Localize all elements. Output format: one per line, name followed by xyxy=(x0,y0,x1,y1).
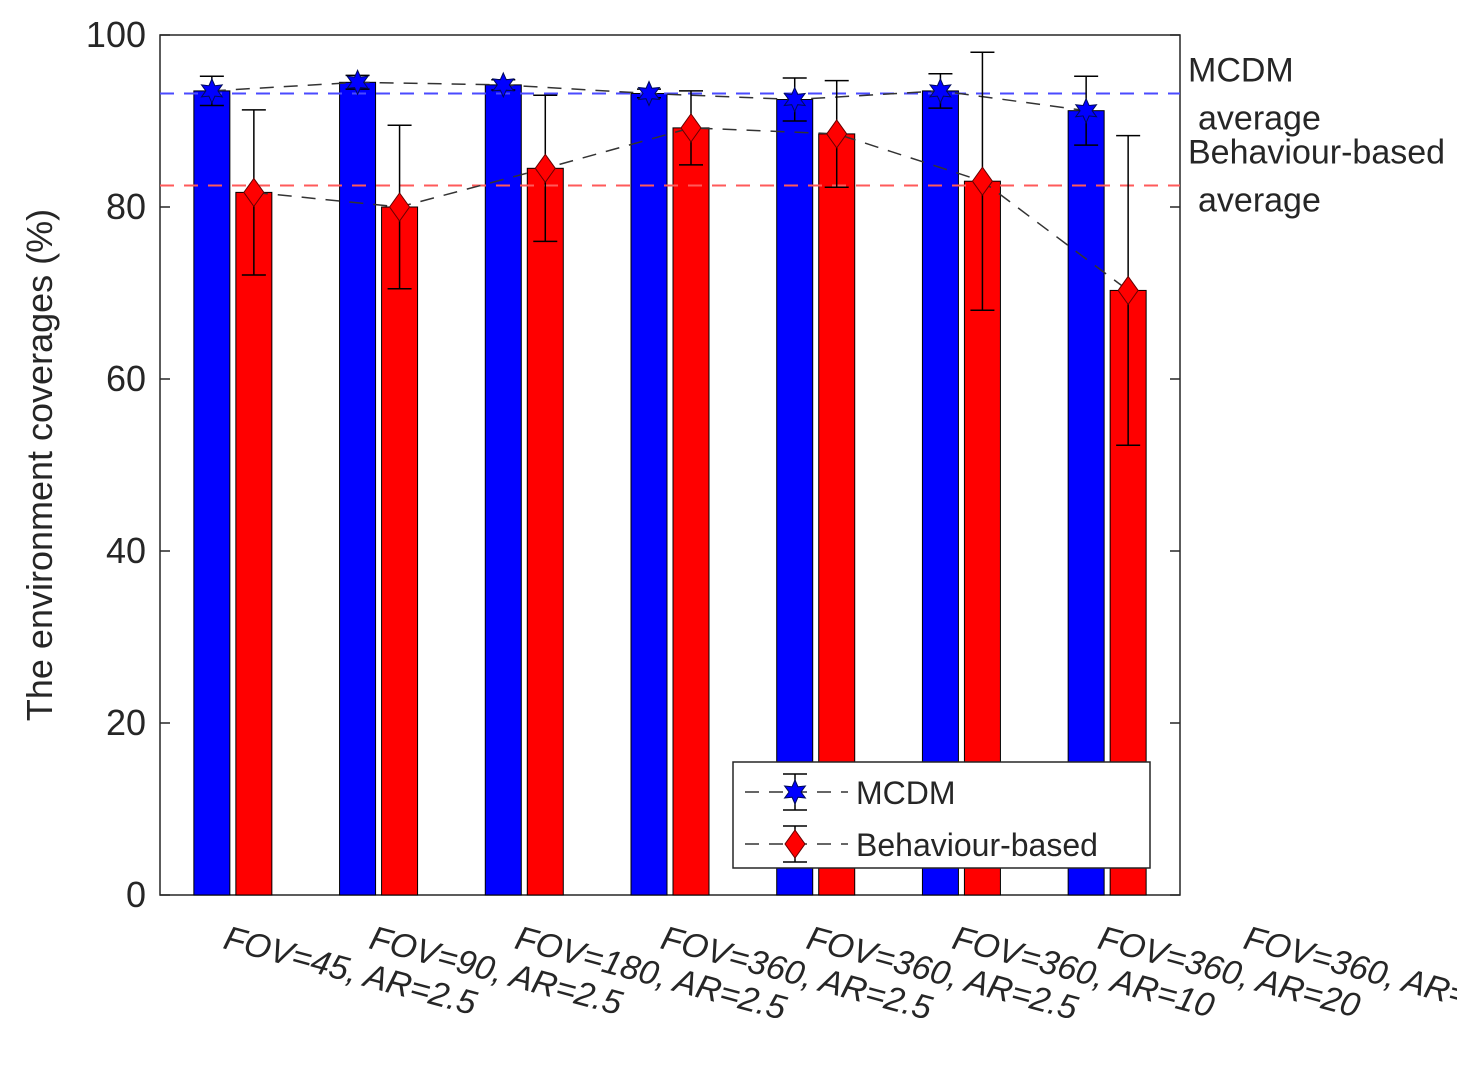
bar xyxy=(193,90,231,896)
bar xyxy=(484,84,522,896)
marker xyxy=(783,86,807,113)
bar xyxy=(381,206,419,896)
marker xyxy=(388,192,411,222)
marker xyxy=(491,71,515,99)
annotation: Behaviour-based xyxy=(1188,134,1445,172)
legend-label: MCDM xyxy=(856,775,956,811)
y-tick-label: 60 xyxy=(106,358,146,399)
bar xyxy=(630,92,668,896)
marker xyxy=(826,119,848,149)
legend-box xyxy=(732,761,1151,869)
legend-marker xyxy=(784,829,806,859)
annotation: average xyxy=(1198,182,1321,220)
y-tick-label: 80 xyxy=(106,186,146,227)
y-tick-label: 100 xyxy=(86,14,146,55)
legend-marker xyxy=(783,778,807,806)
annotation: average xyxy=(1198,99,1321,137)
y-tick-label: 0 xyxy=(126,874,146,915)
y-tick-label: 20 xyxy=(106,702,146,743)
marker xyxy=(928,77,952,105)
marker xyxy=(200,77,224,105)
marker xyxy=(971,166,994,197)
marker xyxy=(346,69,370,96)
plot-area xyxy=(159,34,1181,896)
bar xyxy=(235,191,273,896)
bar xyxy=(339,81,377,896)
y-tick-label: 40 xyxy=(106,530,146,571)
marker xyxy=(243,177,265,208)
marker xyxy=(1074,97,1098,124)
bar xyxy=(672,127,710,896)
marker xyxy=(680,113,702,143)
bar xyxy=(921,90,959,896)
marker xyxy=(637,80,661,107)
bar xyxy=(526,167,564,896)
y-axis-label: The environment coverages (%) xyxy=(19,209,60,721)
annotation: MCDM xyxy=(1188,51,1294,89)
marker xyxy=(1117,275,1139,306)
legend: MCDM Behaviour-based xyxy=(732,761,1151,869)
marker xyxy=(534,153,556,184)
legend-label: Behaviour-based xyxy=(856,827,1098,863)
